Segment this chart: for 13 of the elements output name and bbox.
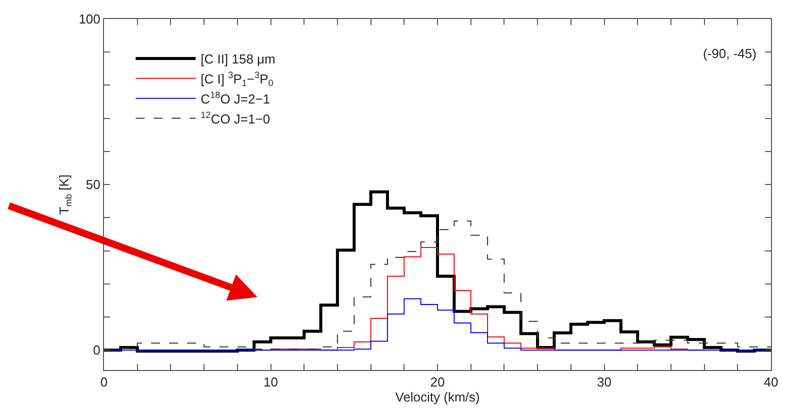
legend-label: C$^{18}$O J=2−1 bbox=[200, 90, 270, 106]
y-tick-label: 100 bbox=[78, 12, 100, 27]
x-tick-label: 10 bbox=[264, 374, 278, 390]
x-tick-label: 20 bbox=[430, 374, 445, 390]
y-tick-label: 0 bbox=[93, 342, 100, 358]
x-axis-title: Velocity (km/s) bbox=[395, 390, 480, 405]
x-tick-label: 30 bbox=[597, 374, 612, 390]
x-tick-label: 40 bbox=[764, 374, 778, 390]
y-tick-label: 50 bbox=[86, 177, 100, 192]
legend-label: [C I] $^{3}$P$_{1}$−$^{3}$P$_{0}$ bbox=[200, 70, 274, 88]
legend-label: [C II] 158 μm bbox=[200, 52, 276, 67]
legend-label: $^{12}$CO J=1−0 bbox=[200, 110, 270, 126]
annotation: (-90, -45) bbox=[703, 46, 756, 61]
